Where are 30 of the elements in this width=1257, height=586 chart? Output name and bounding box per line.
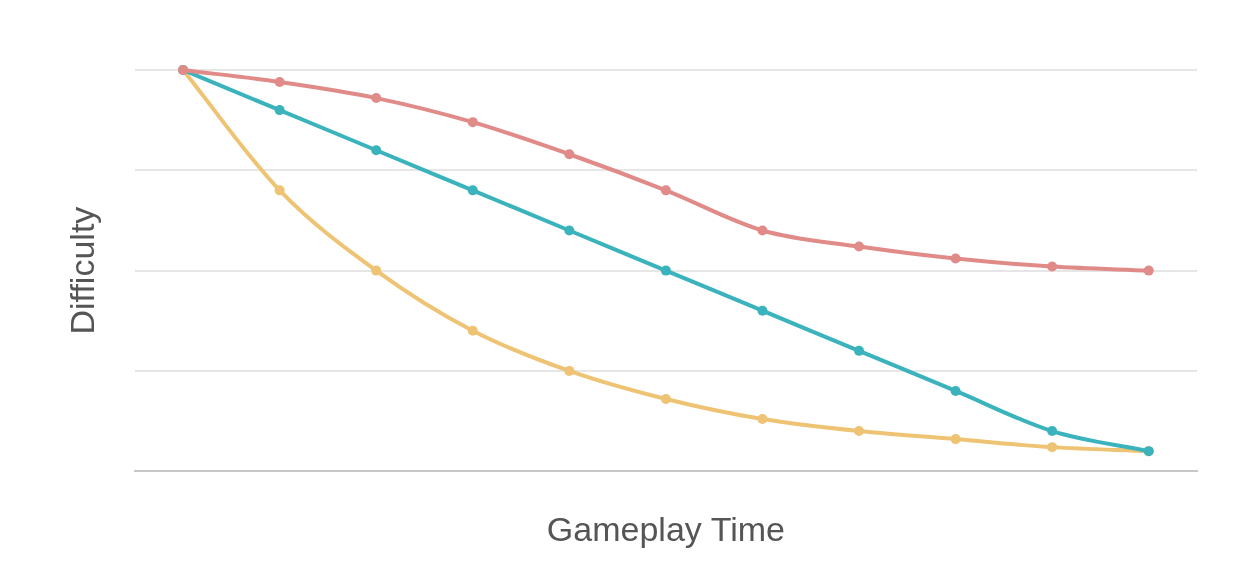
point xyxy=(757,305,768,316)
point xyxy=(950,253,961,264)
point xyxy=(660,393,671,404)
point xyxy=(854,426,865,437)
point xyxy=(950,385,961,396)
point xyxy=(467,185,478,196)
point xyxy=(757,414,768,425)
point xyxy=(274,185,285,196)
point xyxy=(564,149,575,160)
point xyxy=(467,325,478,336)
point xyxy=(564,225,575,236)
point xyxy=(660,185,671,196)
point xyxy=(1047,442,1058,453)
y-axis-title: Difficulty xyxy=(62,206,101,335)
point xyxy=(274,105,285,116)
point xyxy=(1047,426,1058,437)
point xyxy=(274,77,285,88)
point xyxy=(1143,265,1154,276)
point xyxy=(1047,261,1058,272)
point xyxy=(371,93,382,104)
point xyxy=(950,434,961,445)
point xyxy=(854,345,865,356)
point xyxy=(371,265,382,276)
point xyxy=(564,365,575,376)
point xyxy=(371,145,382,156)
point xyxy=(854,241,865,252)
point xyxy=(757,225,768,236)
x-axis-title: Gameplay Time xyxy=(546,509,785,548)
point xyxy=(660,265,671,276)
point xyxy=(467,117,478,128)
